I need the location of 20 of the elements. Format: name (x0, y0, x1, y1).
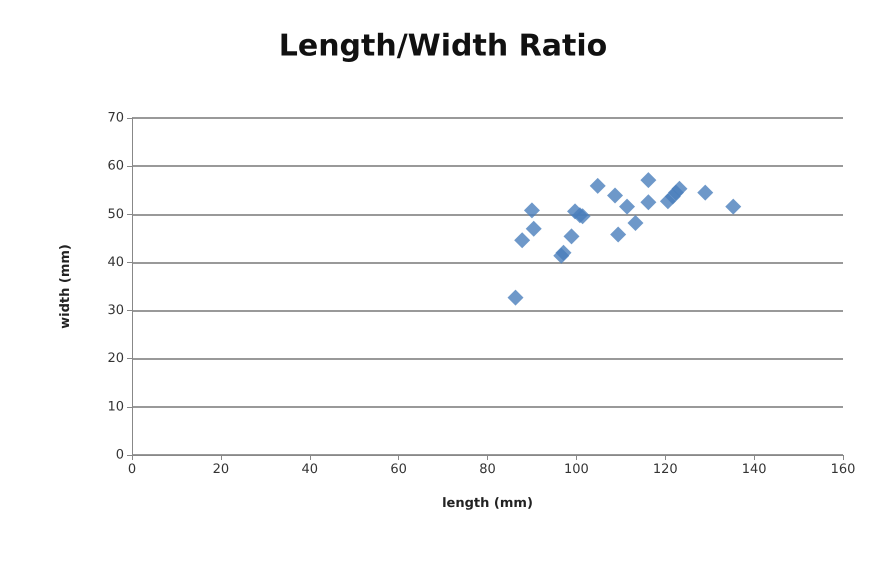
x-tick-label: 40 (301, 462, 318, 477)
x-axis-title: length (mm) (442, 496, 533, 511)
y-tick-label: 30 (107, 303, 124, 318)
chart-title: Length/Width Ratio (278, 28, 608, 64)
y-axis-title: width (mm) (58, 244, 73, 329)
x-tick-label: 20 (212, 462, 230, 477)
x-tick-label: 160 (830, 462, 856, 477)
x-tick-label: 60 (390, 462, 407, 477)
y-tick-label: 70 (107, 110, 124, 126)
x-tick-label: 0 (128, 462, 136, 477)
x-tick-label: 80 (479, 462, 496, 477)
x-tick-label: 100 (564, 462, 589, 477)
y-tick-label: 0 (116, 448, 124, 462)
y-tick-label: 20 (107, 351, 124, 366)
y-tick-label: 40 (107, 254, 124, 270)
x-tick-label: 140 (742, 462, 767, 477)
x-tick-label: 120 (652, 462, 678, 477)
y-tick-label: 60 (107, 158, 124, 174)
y-tick-label: 10 (107, 399, 124, 414)
y-tick-label: 50 (107, 206, 124, 222)
